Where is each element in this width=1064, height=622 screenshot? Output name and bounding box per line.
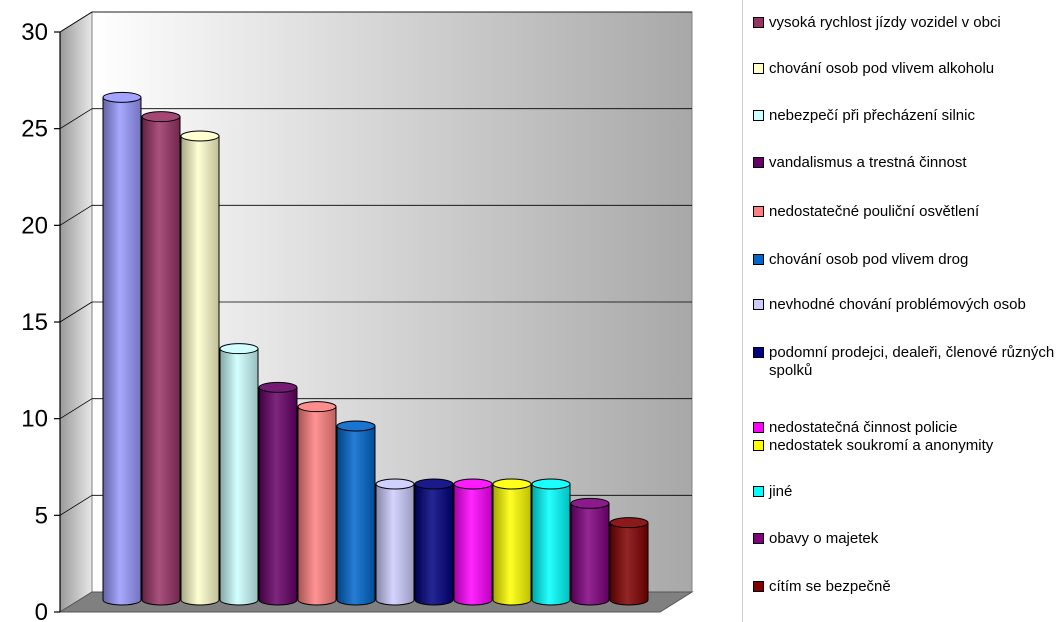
bar-body — [453, 483, 493, 606]
bar-body — [297, 406, 337, 606]
bar-top — [336, 420, 376, 432]
legend-label: chování osob pod vlivem alkoholu — [769, 60, 995, 77]
legend-label: nebezpečí při přecházení silnic — [769, 107, 975, 124]
legend-swatch — [753, 17, 764, 28]
gridline-side — [59, 11, 93, 33]
bar-body — [375, 483, 415, 606]
bar — [297, 401, 337, 606]
bar-body — [609, 522, 649, 606]
legend-swatch — [753, 63, 764, 74]
bar — [375, 478, 415, 606]
legend-label: nevhodné chování problémových osob — [769, 296, 1026, 313]
bar — [453, 478, 493, 606]
plot-area: 0 5 10 15 20 25 30 — [21, 11, 694, 622]
legend-item: chování osob pod vlivem alkoholu — [753, 60, 1063, 78]
bar — [570, 497, 610, 606]
bar — [141, 111, 181, 606]
gridline-side — [59, 398, 93, 420]
bar-body — [414, 483, 454, 606]
gridline-side — [59, 494, 93, 516]
gridline-side — [59, 204, 93, 226]
legend-swatch — [753, 347, 764, 358]
legend-label: cítím se bezpečně — [769, 578, 891, 595]
legend-item: vysoká rychlost jízdy vozidel v obci — [753, 14, 1063, 32]
legend-item: nedostatečné pouliční osvětlení — [753, 203, 1063, 221]
legend: vysoká rychlost jízdy vozidel v obci chov… — [742, 0, 1064, 622]
legend-label: vysoká rychlost jízdy vozidel v obci — [769, 14, 1001, 31]
legend-item: podomní prodejci, dealeři, členové různý… — [753, 344, 1063, 380]
legend-label: obavy o majetek — [769, 530, 879, 547]
bar-body — [531, 483, 571, 606]
legend-item: nedostatečná činnost policie — [753, 419, 1063, 437]
legend-label: chování osob pod vlivem drog — [769, 251, 969, 268]
bar — [180, 130, 220, 606]
bar — [102, 91, 142, 606]
legend-label: nedostatečná činnost policie — [769, 419, 958, 436]
bar-top — [570, 497, 610, 509]
bar — [414, 478, 454, 606]
legend-label: nedostatečné pouliční osvětlení — [769, 203, 980, 220]
bar — [531, 478, 571, 606]
legend-item: vandalismus a trestná činnost — [753, 154, 1063, 172]
bar-body — [258, 386, 298, 606]
y-tick-label: 10 — [21, 406, 48, 433]
legend-swatch — [753, 581, 764, 592]
legend-item: cítím se bezpečně — [753, 578, 1063, 596]
y-tick-label: 5 — [35, 502, 48, 529]
bar — [609, 517, 649, 606]
bar-body — [219, 348, 259, 606]
legend-swatch — [753, 157, 764, 168]
bars — [102, 91, 649, 606]
bar-body — [102, 96, 142, 606]
y-axis: 0 5 10 15 20 25 30 — [21, 19, 61, 622]
legend-swatch — [753, 486, 764, 497]
y-tick-label: 0 — [35, 599, 48, 622]
legend-swatch — [753, 422, 764, 433]
legend-swatch — [753, 110, 764, 121]
bar-top — [609, 517, 649, 529]
gridline-side — [59, 108, 93, 130]
bar-top — [258, 381, 298, 393]
legend-item: nevhodné chování problémových osob — [753, 296, 1063, 314]
y-tick-label: 30 — [21, 19, 48, 46]
y-tick-label: 25 — [21, 116, 48, 143]
y-tick-label: 20 — [21, 212, 48, 239]
bar-body — [180, 135, 220, 606]
gridline-side — [59, 301, 93, 323]
bar — [258, 381, 298, 606]
legend-label: jiné — [769, 483, 793, 500]
bar — [492, 478, 532, 606]
legend-item: chování osob pod vlivem drog — [753, 251, 1063, 269]
legend-swatch — [753, 533, 764, 544]
bar-top — [414, 478, 454, 490]
bar-body — [336, 425, 376, 606]
bar-top — [375, 478, 415, 490]
bar-top — [141, 111, 181, 123]
bar — [336, 420, 376, 606]
legend-label: podomní prodejci, dealeři, členové různý… — [769, 344, 1055, 379]
legend-swatch — [753, 299, 764, 310]
legend-swatch — [753, 440, 764, 451]
legend-item: nebezpečí při přecházení silnic — [753, 107, 1063, 125]
legend-label: vandalismus a trestná činnost — [769, 154, 967, 171]
bar-top — [453, 478, 493, 490]
bar-top — [102, 91, 142, 103]
bar-body — [570, 502, 610, 606]
bar-body — [141, 116, 181, 606]
legend-item: obavy o majetek — [753, 530, 1063, 548]
legend-item: nedostatek soukromí a anonymity — [753, 437, 1063, 455]
bar — [219, 343, 259, 606]
bar-top — [180, 130, 220, 142]
legend-item: jiné — [753, 483, 1063, 501]
legend-swatch — [753, 254, 764, 265]
legend-swatch — [753, 206, 764, 217]
bar-top — [492, 478, 532, 490]
bar-top — [531, 478, 571, 490]
legend-label: nedostatek soukromí a anonymity — [769, 437, 994, 454]
bar-top — [297, 401, 337, 413]
y-tick-label: 15 — [21, 309, 48, 336]
bar-top — [219, 343, 259, 355]
bar-body — [492, 483, 532, 606]
